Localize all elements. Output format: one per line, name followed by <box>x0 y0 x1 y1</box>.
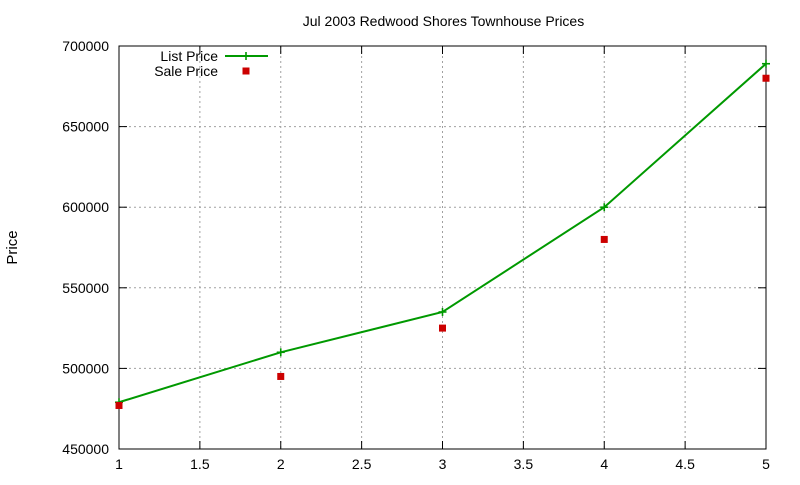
data-point <box>439 324 446 332</box>
x-tick-label: 3.5 <box>514 456 534 472</box>
y-tick-label: 450000 <box>62 441 109 457</box>
x-tick-label: 1 <box>115 456 123 472</box>
data-point <box>276 348 285 357</box>
x-tick-label: 3 <box>439 456 447 472</box>
x-tick-label: 2.5 <box>352 456 372 472</box>
series-layer <box>115 59 770 409</box>
data-point <box>115 401 123 409</box>
data-point <box>438 307 447 316</box>
y-tick-label: 600000 <box>62 199 109 215</box>
y-tick-label: 650000 <box>62 119 109 135</box>
data-point <box>277 372 285 380</box>
y-tick-label: 700000 <box>62 38 109 54</box>
x-tick-label: 1.5 <box>190 456 210 472</box>
series-sale-price <box>115 74 770 409</box>
x-tick-label: 4.5 <box>675 456 695 472</box>
legend-marker <box>242 52 250 60</box>
y-tick-label: 550000 <box>62 280 109 296</box>
data-point <box>762 74 770 82</box>
legend-label: Sale Price <box>154 63 218 79</box>
data-point <box>600 235 608 243</box>
grid-layer <box>119 46 766 449</box>
tick-layer: 450000 500000 550000 600000 650000 700000 1 1.5… <box>62 38 770 472</box>
legend-label: List Price <box>160 48 218 64</box>
data-point <box>600 203 609 212</box>
legend-marker <box>242 67 250 75</box>
y-axis-label: Price <box>4 230 21 264</box>
chart-title: Jul 2003 Redwood Shores Townhouse Prices <box>303 13 584 29</box>
y-tick-label: 500000 <box>62 360 109 376</box>
x-tick-label: 2 <box>277 456 285 472</box>
x-tick-label: 4 <box>600 456 608 472</box>
data-point <box>762 59 770 68</box>
x-tick-label: 5 <box>762 456 770 472</box>
